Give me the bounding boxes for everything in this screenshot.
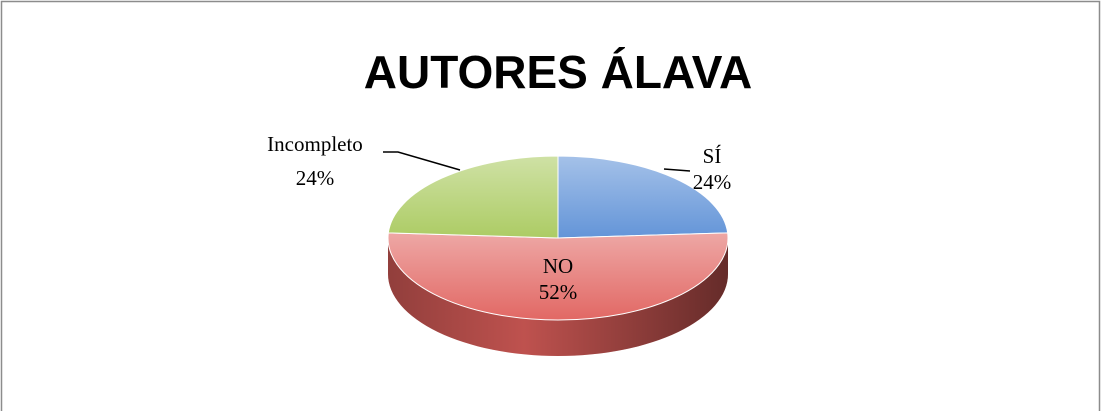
slice-label: SÍ xyxy=(703,144,722,168)
leader-line xyxy=(383,151,461,171)
pie-slice-shade xyxy=(387,232,729,321)
leader-line xyxy=(663,168,691,172)
pie-side-shade xyxy=(388,238,728,356)
slice-value-label: 24% xyxy=(693,170,732,194)
slice-label: Incompleto xyxy=(267,132,363,156)
chart-title: AUTORES ÁLAVA xyxy=(364,46,752,98)
pie-slice-shade xyxy=(387,155,559,239)
pie-slice-shade xyxy=(557,155,729,239)
pie xyxy=(387,155,729,356)
slice-value-label: 24% xyxy=(296,166,335,190)
slice-label: NO xyxy=(543,254,573,278)
slice-value-label: 52% xyxy=(539,280,578,304)
